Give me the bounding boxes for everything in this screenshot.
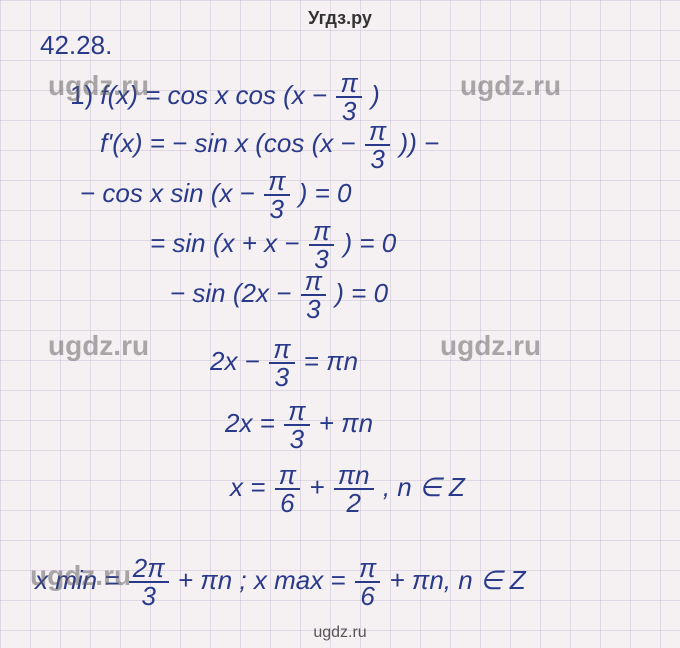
expr: − sin (2x − [170,278,291,308]
fraction-pi-over-3: π 3 [264,168,289,222]
fraction-pi-over-3: π 3 [309,218,334,272]
expr: 2x = [225,408,275,438]
denominator: 6 [355,583,380,609]
page-footer: ugdz.ru [0,624,680,642]
math-line-answer: x min = 2π 3 + πn ; x max = π 6 + πn, n … [35,555,526,609]
fraction-pi-over-3: π 3 [301,268,326,322]
math-line: 2x − π 3 = πn [210,336,358,390]
expr: = sin (x + x − [150,228,300,258]
expr: − cos x sin (x − [80,178,255,208]
fraction-pi-over-3: π 3 [269,336,294,390]
numerator: π [275,462,300,490]
denominator: 3 [284,426,309,452]
math-line: − cos x sin (x − π 3 ) = 0 [80,168,351,222]
expr: ) [371,80,380,110]
numerator: π [284,398,309,426]
numerator: 2π [129,555,169,583]
expr: + πn [319,408,373,438]
math-line: 2x = π 3 + πn [225,398,373,452]
expr: ) = 0 [335,278,388,308]
item-number: 1) [70,80,93,110]
math-line: − sin (2x − π 3 ) = 0 [170,268,388,322]
numerator: π [269,336,294,364]
expr: f(x) = cos x cos (x − [100,80,327,110]
expr: = πn [304,346,358,376]
expr: , n ∈ Z [383,472,465,502]
expr: )) − [400,128,440,158]
math-line: x = π 6 + πn 2 , n ∈ Z [230,462,465,516]
fraction-pi-over-3: π 3 [365,118,390,172]
numerator: π [355,555,380,583]
denominator: 3 [269,364,294,390]
denominator: 3 [365,146,390,172]
math-line: 1) f(x) = cos x cos (x − π 3 ) [70,70,380,124]
numerator: π [264,168,289,196]
expr: ) = 0 [299,178,352,208]
numerator: π [336,70,361,98]
fraction-pin-over-2: πn 2 [334,462,374,516]
expr: + πn ; x max = [178,565,346,595]
fraction-pi-over-6: π 6 [275,462,300,516]
denominator: 3 [129,583,169,609]
page-title: Угдз.ру [0,8,680,29]
fraction-pi-over-6: π 6 [355,555,380,609]
expr: f'(x) = − sin x (cos (x − [100,128,356,158]
fraction-2pi-over-3: 2π 3 [129,555,169,609]
math-line: = sin (x + x − π 3 ) = 0 [150,218,396,272]
numerator: πn [334,462,374,490]
math-line: f'(x) = − sin x (cos (x − π 3 )) − [100,118,439,172]
fraction-pi-over-3: π 3 [284,398,309,452]
expr: 2x − [210,346,260,376]
problem-number: 42.28. [40,30,112,61]
expr: + πn, n ∈ Z [390,565,526,595]
denominator: 3 [301,296,326,322]
numerator: π [309,218,334,246]
denominator: 6 [275,490,300,516]
fraction-pi-over-3: π 3 [336,70,361,124]
numerator: π [301,268,326,296]
expr: x min = [35,565,120,595]
expr: + [309,472,324,502]
handwritten-math: 42.28. 1) f(x) = cos x cos (x − π 3 ) f'… [0,0,680,648]
numerator: π [365,118,390,146]
expr: ) = 0 [343,228,396,258]
expr: x = [230,472,265,502]
denominator: 2 [334,490,374,516]
